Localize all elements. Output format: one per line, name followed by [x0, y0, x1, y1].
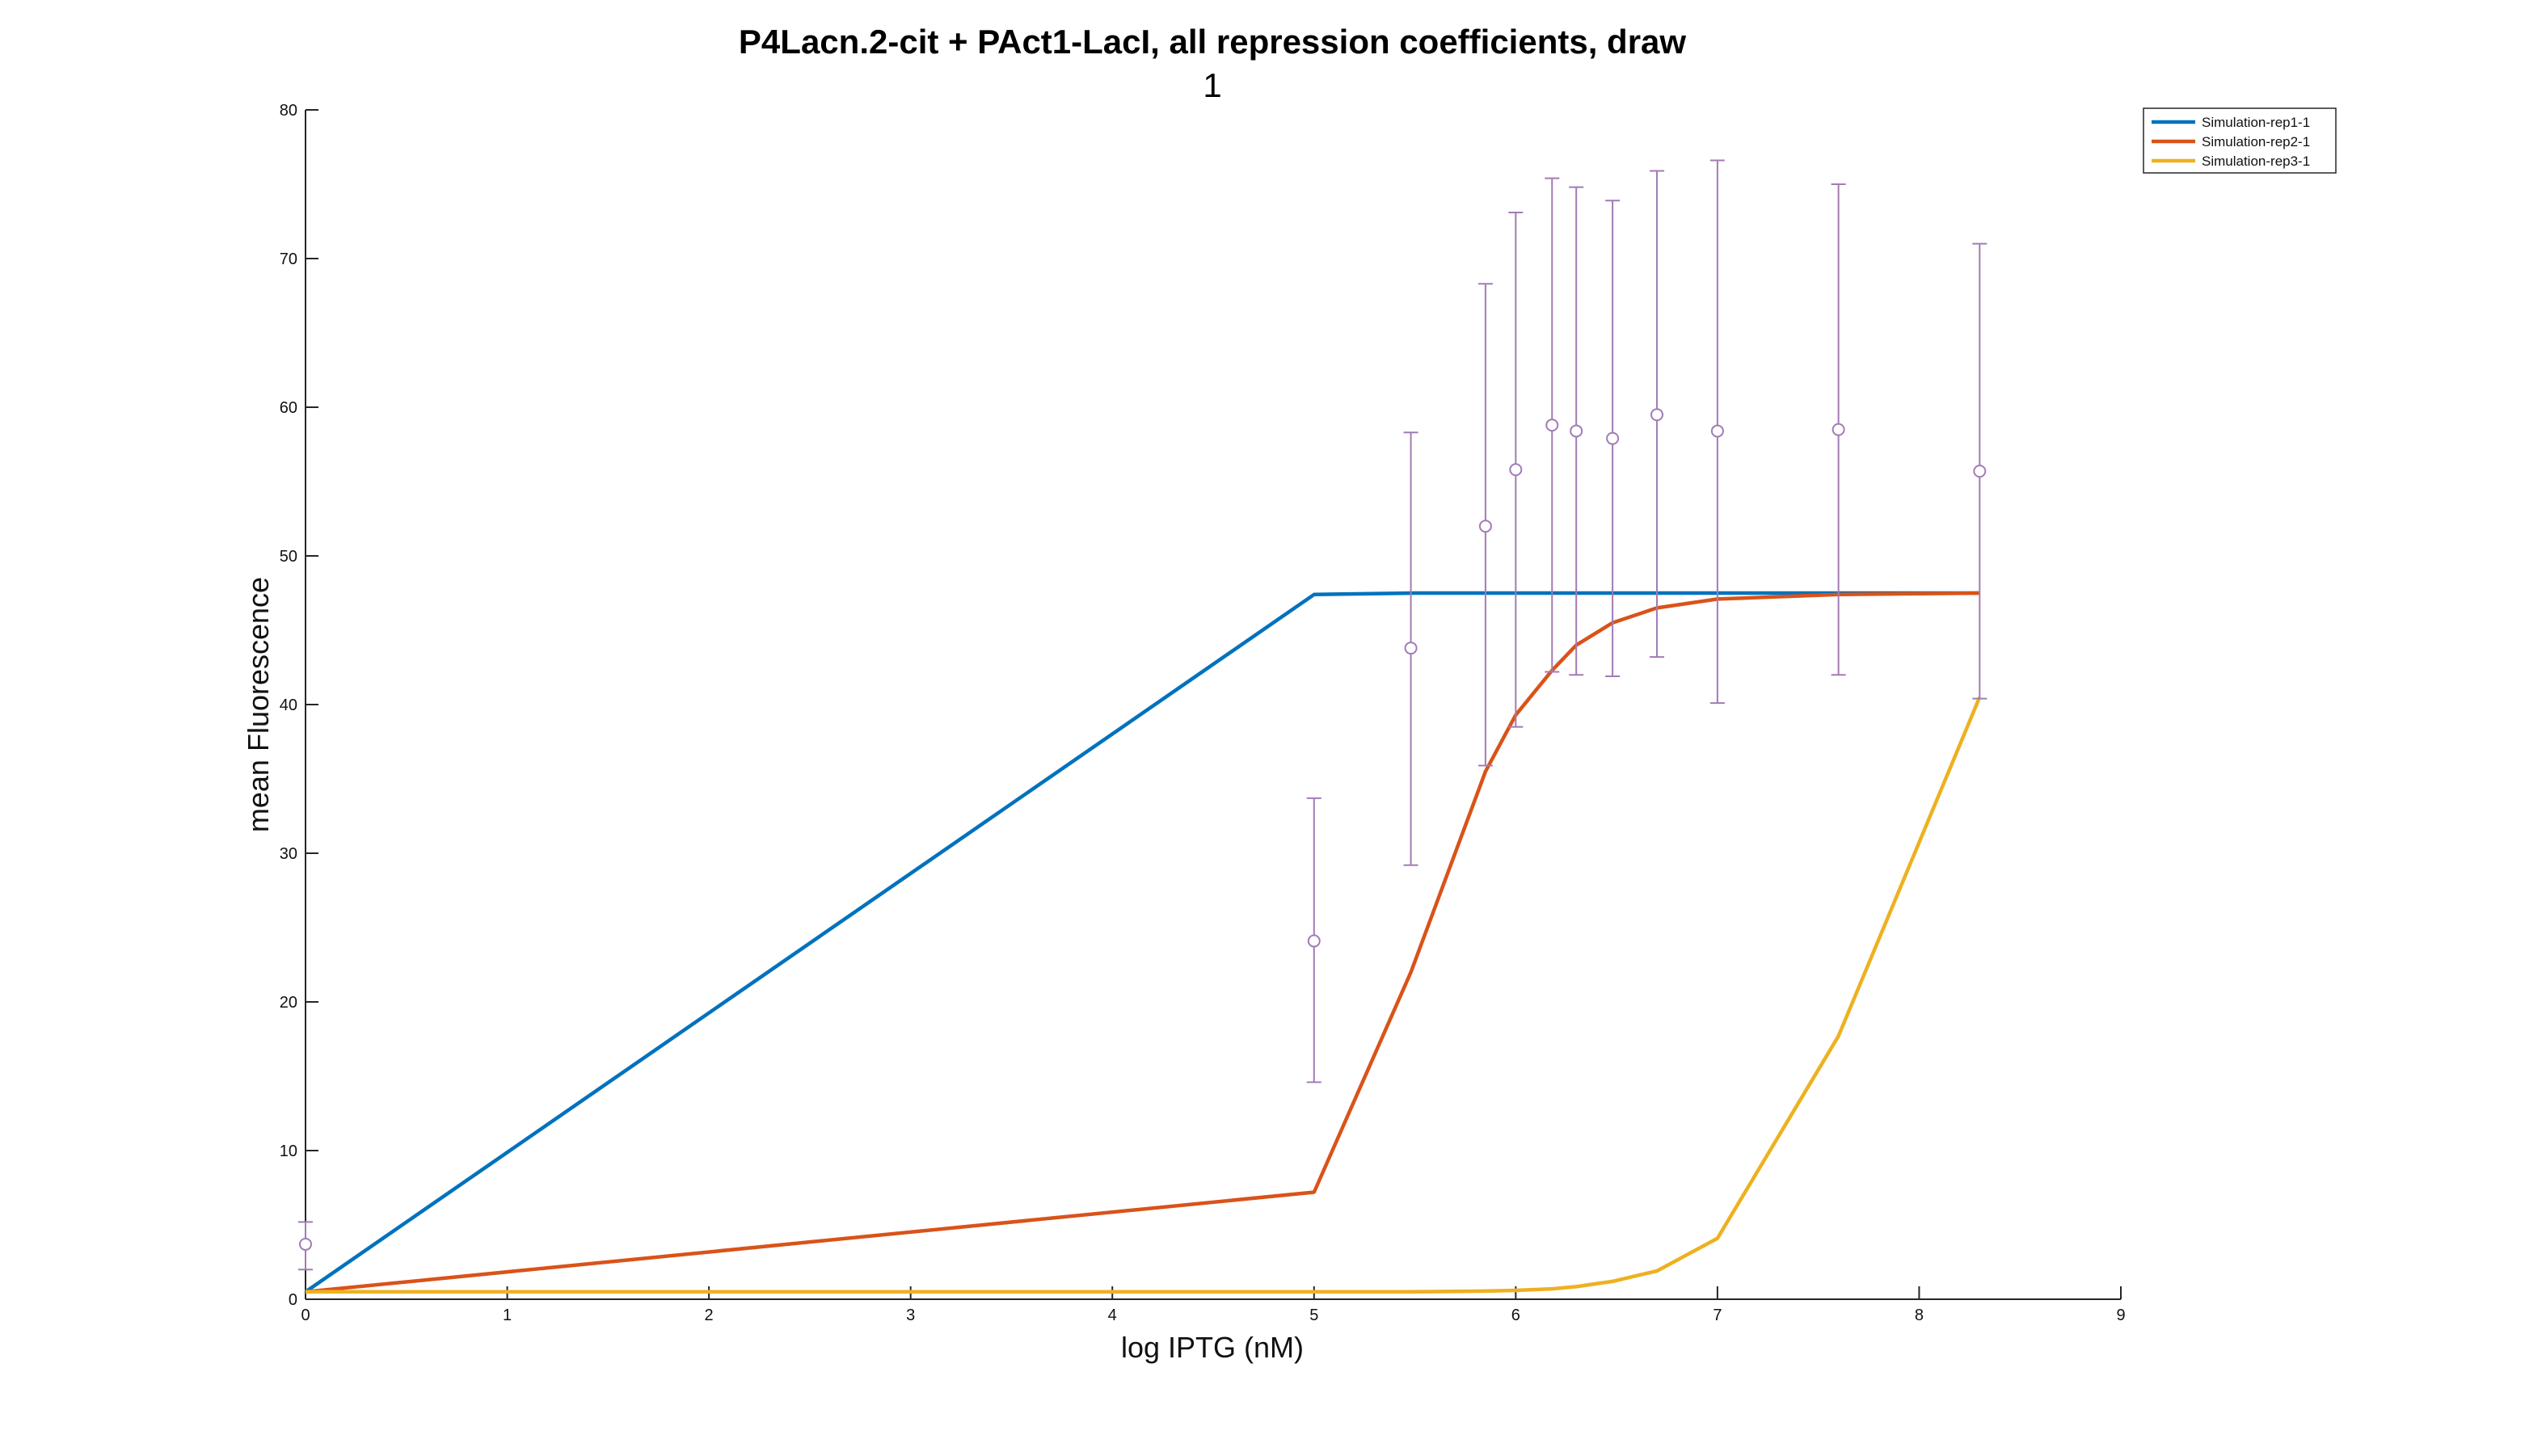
error-bar [1477, 283, 1493, 767]
y-tick-label: 60 [280, 399, 297, 417]
error-bar [1972, 242, 1987, 700]
error-bar [1569, 186, 1584, 676]
y-tick-label: 80 [280, 102, 297, 120]
error-bar [1545, 177, 1560, 673]
error-bar [1709, 159, 1725, 705]
data-point-marker [1832, 423, 1845, 436]
chart-subtitle: 1 [1203, 66, 1221, 104]
x-axis-label: log IPTG (nM) [1121, 1331, 1304, 1364]
error-bar [1403, 431, 1418, 866]
error-bar [298, 1221, 313, 1271]
data-point-marker [1606, 431, 1620, 445]
data-point-marker [1650, 408, 1664, 422]
y-tick-label: 10 [280, 1142, 297, 1160]
error-bar [1650, 170, 1665, 659]
y-tick-label: 70 [280, 250, 297, 268]
data-point-marker [1570, 424, 1583, 438]
series-line-2 [305, 591, 1980, 1294]
x-tick-label: 2 [705, 1307, 714, 1324]
x-tick-label: 8 [1915, 1307, 1924, 1324]
data-point-marker [1545, 419, 1559, 432]
data-point-marker [1478, 520, 1492, 533]
x-tick-label: 0 [301, 1307, 310, 1324]
data-point-marker [1509, 463, 1523, 477]
series-lines [304, 591, 1982, 1294]
error-bar [1605, 200, 1621, 678]
chart-title: P4Lacn.2-cit + PAct1-LacI, all repressio… [739, 23, 1686, 61]
legend-label-2: Simulation-rep2-1 [2202, 134, 2310, 149]
data-point-marker [1710, 424, 1724, 438]
error-bar [1831, 183, 1846, 676]
plot-area: 0 1 2 3 4 5 6 7 8 9 0 10 20 30 40 50 60 70 80 [280, 102, 2126, 1324]
x-tick-label: 7 [1713, 1307, 1722, 1324]
error-bar [1306, 797, 1321, 1084]
legend-label-1: Simulation-rep1-1 [2202, 115, 2310, 130]
data-point-marker [299, 1237, 312, 1251]
legend-label-3: Simulation-rep3-1 [2202, 154, 2310, 169]
x-tick-label: 5 [1309, 1307, 1318, 1324]
x-tick-label: 3 [906, 1307, 915, 1324]
x-tick-label: 6 [1511, 1307, 1520, 1324]
y-ticks: 0 10 20 30 40 50 60 70 80 [280, 102, 318, 1309]
y-tick-label: 0 [289, 1291, 297, 1309]
x-tick-label: 4 [1108, 1307, 1117, 1324]
data-point-marker [1973, 465, 1987, 478]
x-tick-label: 1 [503, 1307, 512, 1324]
error-bars [298, 159, 1987, 1271]
data-point-marker [1307, 934, 1321, 948]
legend-items: Simulation-rep1-1 Simulation-rep2-1 Simula… [2152, 115, 2310, 169]
data-point-marker [1404, 642, 1418, 655]
error-bar [1508, 211, 1524, 728]
y-tick-label: 40 [280, 696, 297, 714]
x-tick-label: 9 [2116, 1307, 2125, 1324]
legend: Simulation-rep1-1 Simulation-rep2-1 Simula… [2143, 107, 2337, 174]
series-line-3 [306, 696, 1982, 1294]
series-line-1 [304, 591, 1980, 1294]
y-tick-label: 30 [280, 845, 297, 863]
y-axis-label: mean Fluorescence [242, 577, 275, 832]
y-tick-label: 50 [280, 548, 297, 566]
y-tick-label: 20 [280, 994, 297, 1012]
